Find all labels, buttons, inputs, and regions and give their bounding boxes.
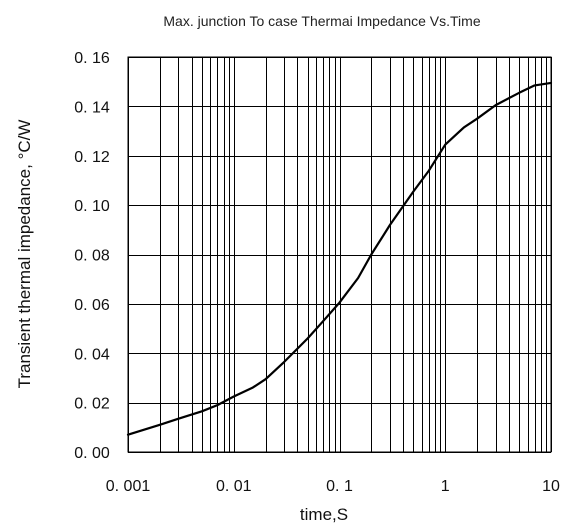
y-tick-label: 0. 06 <box>74 297 110 314</box>
y-tick-label: 0. 16 <box>74 50 110 67</box>
x-tick-label: 0. 01 <box>216 478 252 495</box>
x-tick-label: 0. 1 <box>326 478 353 495</box>
y-tick-label: 0. 04 <box>74 346 110 363</box>
grid <box>128 57 552 453</box>
x-tick-label: 1 <box>441 478 450 495</box>
x-tick-label: 10 <box>542 478 560 495</box>
y-tick-label: 0. 12 <box>74 149 110 166</box>
x-tick-label: 0. 001 <box>106 478 151 495</box>
series-layer <box>126 81 553 436</box>
y-tick-label: 0. 08 <box>74 248 110 265</box>
tick-labels: 0. 00 0. 02 0. 04 0. 06 0. 08 0. 10 0. 12 0. 14… <box>74 50 560 495</box>
y-tick-label: 0. 00 <box>74 445 110 462</box>
y-tick-label: 0. 14 <box>74 99 110 116</box>
x-axis-label: time,S <box>300 505 348 524</box>
plot-frame <box>127 56 552 453</box>
y-tick-label: 0. 02 <box>74 396 110 413</box>
y-tick-label: 0. 10 <box>74 198 110 215</box>
chart-title: Max. junction To case Thermai Impedance … <box>163 13 480 29</box>
thermal-impedance-curve <box>126 81 553 436</box>
y-axis-label: Transient thermal impedance, °C/W <box>15 120 34 389</box>
